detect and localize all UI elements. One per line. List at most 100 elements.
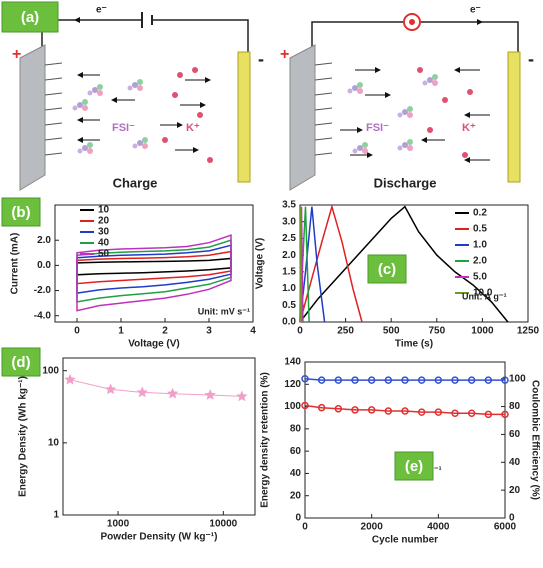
- point: [301, 401, 309, 410]
- y-axis-label: Current (mA): [10, 233, 21, 295]
- point: [434, 408, 443, 416]
- panel-label-box: [367, 254, 407, 284]
- y-tick-label: 120: [284, 379, 301, 390]
- point: [136, 386, 148, 398]
- legend-label: 0.2: [473, 208, 487, 219]
- point: [417, 408, 426, 416]
- cations: [162, 67, 213, 163]
- wire: [311, 21, 519, 52]
- x-tick-label: 6000: [494, 522, 517, 533]
- x-tick-label: 10000: [209, 519, 237, 530]
- y-tick-label: 20: [290, 490, 302, 501]
- point: [484, 410, 493, 419]
- plus-sign: +: [280, 46, 289, 63]
- legend-label: 40: [98, 238, 110, 249]
- legend-label: 2.0: [473, 256, 487, 267]
- x-axis-label: Voltage (V): [128, 339, 179, 350]
- anion-label: FSI⁻: [366, 122, 389, 134]
- x-tick-label: 3: [206, 326, 212, 337]
- y-tick-label: 100: [42, 365, 59, 376]
- y-tick-label: 0.5: [282, 300, 296, 311]
- caption: Charge: [113, 175, 158, 190]
- point: [334, 405, 343, 413]
- electrode-spikes: [314, 62, 333, 156]
- y-tick-label: -4.0: [34, 310, 52, 321]
- series-line: [76, 234, 232, 312]
- y-tick-label: 100: [284, 401, 301, 412]
- legend-label: 5.0: [473, 272, 487, 283]
- y-tick-label: 40: [290, 468, 302, 479]
- x-axis-label: Time (s): [395, 339, 433, 350]
- y-tick-label: 1.0: [282, 283, 296, 294]
- ion-arrows: [340, 67, 490, 163]
- y-axis-label: Energy Density (Wh kg⁻¹): [18, 376, 29, 497]
- x-tick-label: 250: [337, 326, 354, 337]
- y-tick-label: 2.5: [282, 233, 296, 244]
- wire: [41, 19, 249, 52]
- y2-axis-label: Coulombic Efficiency (%): [529, 380, 540, 500]
- panel-label-box: [394, 451, 434, 481]
- panel-label-box: [1, 1, 59, 33]
- panel-label: (e): [405, 458, 423, 475]
- minus-sign: -: [258, 49, 264, 69]
- annotation: Unit: mV s⁻¹: [198, 306, 250, 316]
- y-tick-label: 10: [48, 437, 60, 448]
- y2-tick-label: 0: [509, 513, 515, 524]
- series-line: [299, 206, 326, 323]
- point: [317, 403, 326, 412]
- point: [367, 406, 376, 414]
- panel-label: (a): [21, 9, 39, 26]
- point: [501, 376, 509, 384]
- point: [367, 376, 376, 384]
- y-tick-label: 80: [290, 423, 302, 434]
- legend-label: 50: [98, 249, 110, 260]
- plot-frame: [62, 357, 256, 516]
- x-axis-label: Powder Density (W kg⁻¹): [101, 532, 218, 543]
- electrode-spikes: [44, 62, 63, 156]
- y2-tick-label: 80: [509, 401, 521, 412]
- point: [501, 410, 509, 419]
- point: [104, 383, 117, 395]
- x-tick-label: 2000: [361, 522, 384, 533]
- x-axis-label: Cycle number: [372, 535, 438, 546]
- x-tick-label: 0: [74, 326, 80, 337]
- y2-tick-label: 100: [509, 373, 526, 384]
- x-tick-label: 750: [428, 326, 445, 337]
- panel-label: (d): [11, 354, 30, 371]
- point: [467, 409, 476, 418]
- point: [301, 374, 309, 383]
- anion-label: FSI⁻: [112, 122, 135, 134]
- cations: [417, 67, 473, 158]
- panel-label: (c): [378, 261, 396, 278]
- legend-label: 0.5: [473, 224, 487, 235]
- y-tick-label: 0.0: [37, 260, 51, 271]
- point: [166, 387, 179, 399]
- point: [417, 376, 426, 384]
- x-tick-label: 1000: [471, 326, 494, 337]
- series-line: [304, 377, 505, 381]
- panel-label-box: [1, 347, 41, 377]
- point: [351, 376, 359, 384]
- x-tick-label: 4000: [427, 522, 450, 533]
- ion-arrows: [77, 72, 211, 153]
- point: [451, 409, 459, 418]
- point: [484, 376, 493, 384]
- load: [409, 19, 415, 25]
- cation-label: K⁺: [462, 122, 476, 134]
- point: [401, 376, 409, 384]
- y-tick-label: 0.0: [282, 317, 296, 328]
- annotation: Unit: A g⁻¹: [462, 291, 507, 301]
- charge-diagram: [19, 12, 251, 191]
- y2-tick-label: 60: [509, 429, 521, 440]
- series-line: [299, 206, 303, 323]
- x-tick-label: 4: [250, 326, 256, 337]
- x-tick-label: 1000: [107, 519, 130, 530]
- legend-label: 10.0: [473, 288, 493, 299]
- y-tick-label: 2.0: [37, 235, 51, 246]
- y-tick-label: 0: [295, 513, 301, 524]
- point: [204, 389, 216, 400]
- anode: [19, 44, 46, 191]
- y2-tick-label: 40: [509, 457, 521, 468]
- point: [384, 407, 393, 415]
- y-axis-label: Voltage (V): [255, 238, 266, 289]
